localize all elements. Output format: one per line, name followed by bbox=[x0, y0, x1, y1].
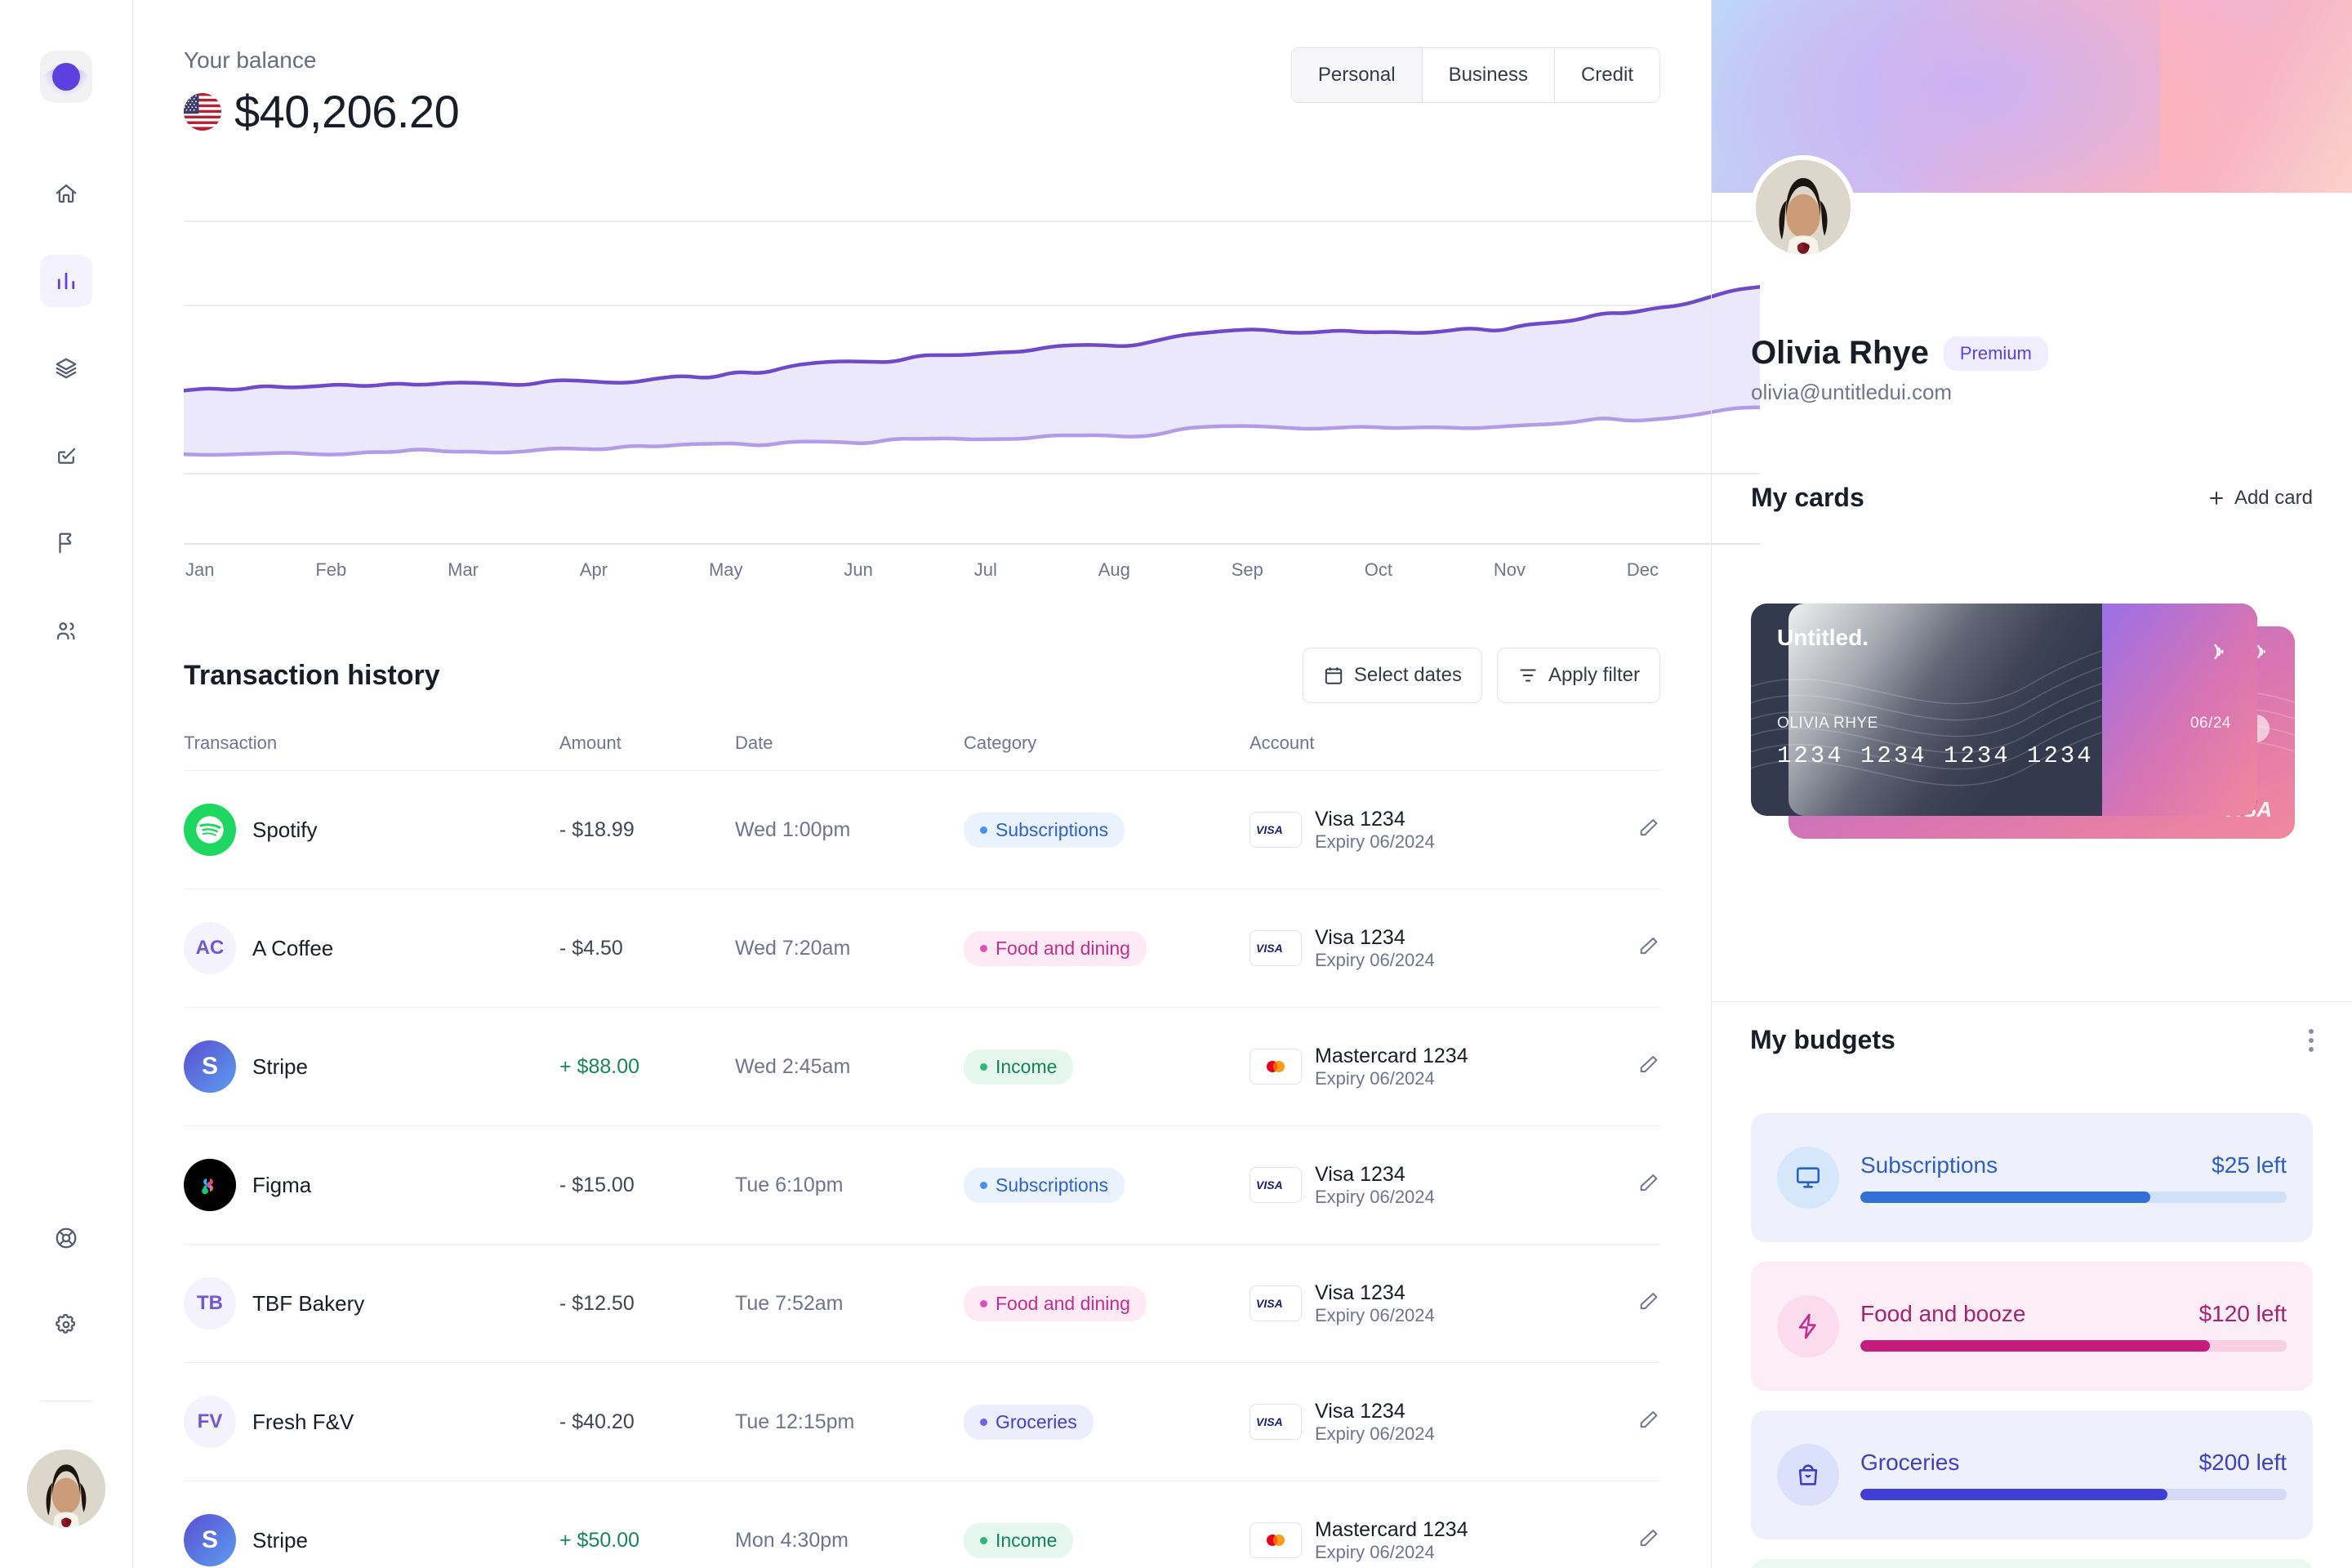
svg-text:VISA: VISA bbox=[1256, 1297, 1283, 1310]
svg-text:VISA: VISA bbox=[1256, 823, 1283, 836]
svg-text:VISA: VISA bbox=[1256, 1415, 1283, 1428]
svg-text:VISA: VISA bbox=[1256, 942, 1283, 955]
svg-text:VISA: VISA bbox=[1256, 1178, 1283, 1192]
